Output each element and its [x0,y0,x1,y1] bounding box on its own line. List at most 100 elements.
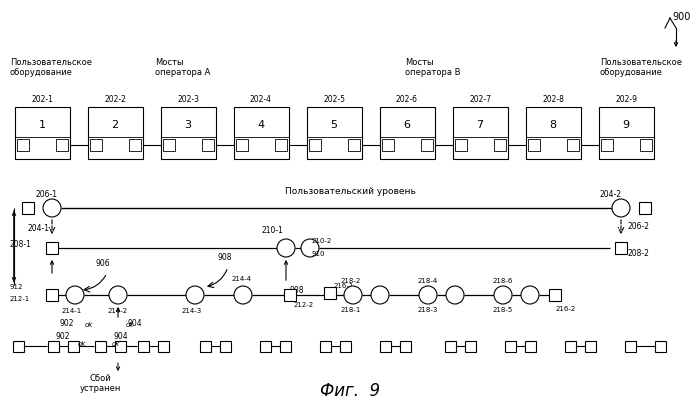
Text: 1: 1 [38,120,45,130]
Text: 202-5: 202-5 [323,95,345,104]
Bar [493,139,505,151]
Text: 202-9: 202-9 [615,95,637,104]
Bar [549,289,561,301]
Bar [454,139,466,151]
Bar [624,341,635,352]
Bar [94,341,106,352]
Bar [15,107,69,159]
Bar [465,341,475,352]
Text: 212-2: 212-2 [294,302,314,308]
Bar [584,341,596,352]
Text: ok: ok [85,322,93,328]
Text: Пользовательское
оборудование: Пользовательское оборудование [600,58,682,78]
Circle shape [446,286,464,304]
Bar [347,139,359,151]
Text: ok: ok [78,341,86,347]
Bar [22,202,34,214]
Bar [565,341,575,352]
Text: 908: 908 [290,285,305,295]
Circle shape [521,286,539,304]
Text: 204-2: 204-2 [600,189,622,199]
Text: ok: ok [126,322,134,328]
Circle shape [109,286,127,304]
Text: 210-2: 210-2 [312,238,332,244]
Text: 202-4: 202-4 [250,95,272,104]
Text: 902: 902 [55,331,69,341]
Bar [236,139,247,151]
Text: 214-3: 214-3 [182,308,202,314]
Text: Мосты
оператора А: Мосты оператора А [155,58,210,78]
Circle shape [612,199,630,217]
Text: 218-1: 218-1 [341,307,361,313]
Text: 216-2: 216-2 [556,306,576,312]
Text: 206-1: 206-1 [36,189,58,199]
Bar [275,139,287,151]
Text: 216-1: 216-1 [334,283,354,289]
Bar [639,202,651,214]
Text: 202-3: 202-3 [177,95,199,104]
Text: 2: 2 [111,120,119,130]
Bar [400,341,410,352]
Text: 204-1: 204-1 [28,223,50,233]
Circle shape [43,199,61,217]
Bar [48,341,59,352]
Text: 218-3: 218-3 [418,307,438,313]
Bar [505,341,515,352]
Bar [319,341,331,352]
Text: 5: 5 [331,120,338,130]
Bar [380,107,435,159]
Text: 202-1: 202-1 [31,95,53,104]
Text: 202-7: 202-7 [469,95,491,104]
Text: 214-2: 214-2 [108,308,128,314]
Text: 3: 3 [185,120,192,130]
Circle shape [234,286,252,304]
Bar [324,287,336,299]
Text: Фиг.  9: Фиг. 9 [320,382,380,400]
Bar [340,341,350,352]
Circle shape [186,286,204,304]
Text: 218-2: 218-2 [341,278,361,284]
Text: 900: 900 [672,12,691,22]
Bar [13,341,24,352]
Text: Пользовательское
оборудование: Пользовательское оборудование [10,58,92,78]
Text: 9: 9 [622,120,630,130]
Bar [129,139,140,151]
Bar [600,139,612,151]
Text: 210-1: 210-1 [262,225,284,235]
Text: 212-1: 212-1 [10,296,30,302]
Bar [259,341,271,352]
Bar [219,341,231,352]
Bar [46,242,58,254]
Bar [115,341,126,352]
Text: 910: 910 [312,251,326,257]
Bar [308,139,321,151]
Bar [382,139,394,151]
Circle shape [301,239,319,257]
Bar [89,139,101,151]
Text: 202-6: 202-6 [396,95,418,104]
Text: 6: 6 [403,120,410,130]
Text: 214-4: 214-4 [232,276,252,282]
Bar [199,341,210,352]
Bar [380,341,391,352]
Bar [528,139,540,151]
Bar [421,139,433,151]
Bar [162,139,175,151]
Text: 218-5: 218-5 [493,307,513,313]
Text: Пользовательский уровень: Пользовательский уровень [284,187,415,196]
Text: 208-2: 208-2 [627,248,649,258]
Bar [284,289,296,301]
Circle shape [277,239,295,257]
Text: 214-1: 214-1 [62,308,82,314]
Bar [598,107,654,159]
Text: 202-8: 202-8 [542,95,564,104]
Text: 202-2: 202-2 [104,95,126,104]
Circle shape [494,286,512,304]
Bar [55,139,68,151]
Bar [654,341,665,352]
Bar [157,341,168,352]
Text: 218-6: 218-6 [493,278,513,284]
Bar [452,107,507,159]
Text: 912: 912 [10,284,23,290]
Text: Сбой
устранен: Сбой устранен [79,374,121,393]
